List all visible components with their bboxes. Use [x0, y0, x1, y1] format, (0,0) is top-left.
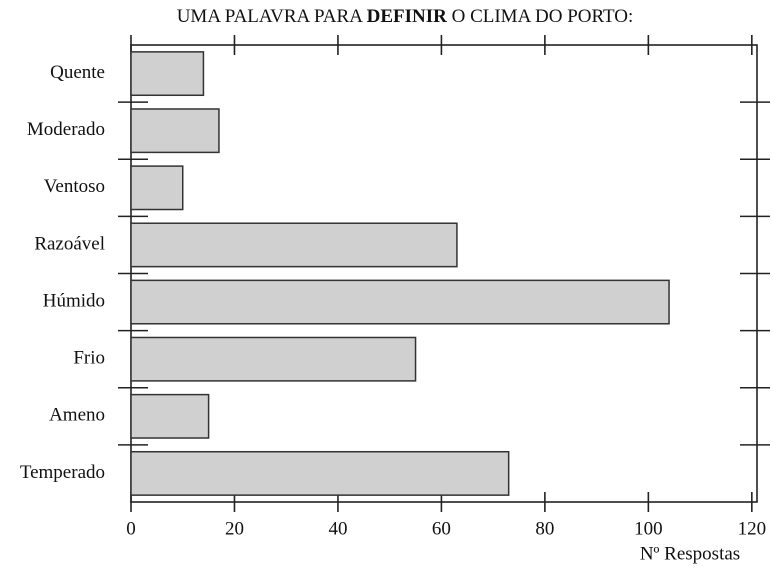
x-tick-label: 20 — [225, 518, 244, 539]
x-tick-label: 120 — [738, 518, 767, 539]
y-tick-label: Húmido — [43, 290, 105, 311]
y-tick-label: Razoável — [34, 233, 105, 254]
x-tick-label: 40 — [328, 518, 347, 539]
x-tick-label: 100 — [634, 518, 663, 539]
y-tick-label: Frio — [73, 348, 105, 369]
y-tick-label: Temperado — [20, 462, 105, 483]
x-axis-label: Nº Respostas — [640, 543, 740, 564]
bar — [130, 393, 210, 439]
title-part: DEFINIR — [367, 6, 448, 27]
chart-title: UMA PALAVRA PARA DEFINIR O CLIMA DO PORT… — [177, 6, 634, 27]
x-tick-label: 0 — [126, 518, 136, 539]
bar — [130, 222, 458, 268]
y-tick-label: Quente — [50, 62, 105, 83]
bar — [130, 450, 510, 496]
plot-frame — [130, 44, 758, 503]
bar — [130, 165, 184, 211]
y-tick-label: Ventoso — [44, 176, 105, 197]
y-tick-label: Ameno — [49, 405, 105, 426]
x-tick-label: 60 — [432, 518, 451, 539]
title-part: O CLIMA DO PORTO: — [452, 6, 634, 27]
title-part: UMA PALAVRA PARA — [177, 6, 363, 27]
y-tick-label: Moderado — [27, 119, 105, 140]
bar — [130, 108, 220, 154]
bar — [130, 279, 670, 325]
bar — [130, 51, 205, 97]
x-tick-label: 80 — [535, 518, 554, 539]
bar — [130, 336, 417, 382]
